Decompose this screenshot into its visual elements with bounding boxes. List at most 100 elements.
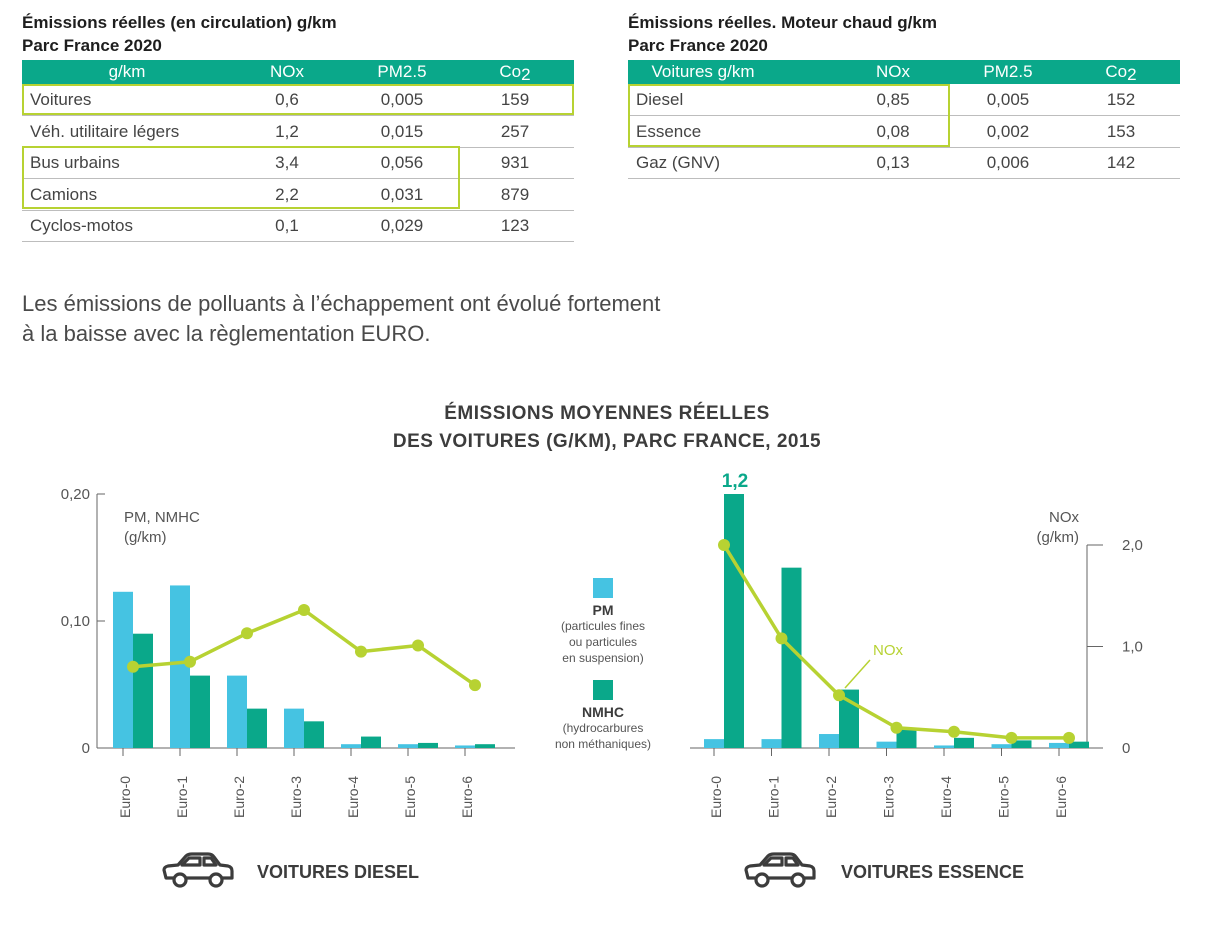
- bar-pm: [1049, 742, 1069, 748]
- legend-nmhc: NMHC (hydrocarbures non méthaniques): [536, 680, 670, 752]
- table-cell: 0,031: [380, 184, 424, 204]
- table-cell: 0,85: [876, 90, 910, 109]
- x-tick-label: Euro-1: [174, 776, 190, 818]
- table-cell: 2,2: [275, 184, 299, 204]
- legend-nmhc-desc: (hydrocarbures non méthaniques): [536, 720, 670, 752]
- table-header-cell: PM2.5: [983, 62, 1033, 81]
- table-cell: 0,002: [986, 121, 1030, 141]
- table-cell: 0,029: [380, 216, 424, 235]
- nox-point: [469, 679, 481, 692]
- table-cell: 153: [1106, 121, 1136, 141]
- lead-text-line1: Les émissions de polluants à l’échappeme…: [22, 291, 661, 316]
- table-cell: 142: [1106, 153, 1136, 172]
- table-cell: Camions: [30, 184, 98, 204]
- bar-nmhc: [304, 721, 324, 748]
- table-header: Voitures g/km NOx PM2.5 Co2: [628, 60, 1180, 84]
- legend-nmhc-desc-1: (hydrocarbures: [562, 721, 644, 735]
- x-tick-label: Euro-4: [345, 776, 361, 818]
- table-cell: 879: [500, 184, 530, 204]
- x-tick-label: Euro-2: [823, 776, 839, 818]
- table-cell: Bus urbains: [30, 153, 120, 172]
- x-tick-label: Euro-5: [996, 776, 1012, 818]
- table-cell: Voitures: [30, 90, 92, 109]
- table-header-cell: Voitures g/km: [651, 62, 755, 81]
- y-tick-label-right: 2,0: [1122, 537, 1143, 554]
- bar-pm: [227, 675, 247, 748]
- y-axis-title-left: (g/km): [124, 529, 167, 546]
- table-cell: Cyclos-motos: [30, 216, 133, 235]
- nox-point: [241, 627, 253, 640]
- bar-nmhc: [896, 727, 917, 748]
- legend-pm-desc-3: en suspension): [562, 651, 644, 665]
- y-tick-label-right: 1,0: [1122, 639, 1143, 656]
- highlight-box: [22, 146, 460, 209]
- x-tick-label: Euro-4: [938, 776, 954, 818]
- table-header-cell: PM2.5: [377, 62, 427, 81]
- bar-pm: [113, 591, 133, 748]
- lead-text: Les émissions de polluants à l’échappeme…: [22, 289, 660, 349]
- nox-point: [355, 645, 367, 658]
- table-row: Cyclos-motos 0,1 0,029 123: [22, 210, 574, 242]
- table-left-title-line2: Parc France 2020: [22, 36, 162, 55]
- table-row: Essence 0,08 0,002 153: [628, 116, 1180, 148]
- table-cell: 3,4: [275, 153, 299, 172]
- table-row: Bus urbains 3,4 0,056 931: [22, 147, 574, 179]
- y-tick-label-left: 0,10: [61, 613, 90, 630]
- x-tick-label: Euro-0: [117, 776, 133, 818]
- bar-nmhc: [724, 494, 744, 748]
- footer-essence-label: VOITURES ESSENCE: [841, 862, 1025, 882]
- bar-value-label: 1,2: [722, 471, 748, 492]
- table-cell: 0,08: [876, 121, 910, 141]
- bar-pm: [819, 734, 839, 748]
- x-tick-label: Euro-6: [1053, 776, 1069, 818]
- table-right-title: Émissions réelles. Moteur chaud g/km Par…: [628, 11, 937, 57]
- bar-nmhc: [247, 708, 267, 748]
- table-cell: Diesel: [636, 90, 684, 109]
- x-tick-label: Euro-2: [231, 776, 247, 818]
- bar-pm: [876, 741, 897, 748]
- bar-nmhc: [1069, 741, 1089, 748]
- nox-line-label: NOx: [873, 642, 904, 659]
- bar-pm: [341, 744, 361, 748]
- table-right-title-line1: Émissions réelles. Moteur chaud g/km: [628, 13, 937, 32]
- bar-pm: [991, 744, 1012, 748]
- table-cell: 0,1: [275, 216, 299, 235]
- bar-nmhc: [190, 675, 210, 748]
- x-tick-label: Euro-3: [881, 776, 897, 818]
- table-cell: 0,005: [380, 90, 424, 109]
- table-cell: 0,6: [275, 90, 299, 109]
- table-left-title: Émissions réelles (en circulation) g/km …: [22, 11, 337, 57]
- x-tick-label: Euro-5: [402, 776, 418, 818]
- table-header-cell: Co2: [499, 62, 531, 84]
- bar-nmhc: [475, 744, 495, 748]
- table-header-cell: g/km: [108, 62, 146, 81]
- table-header: g/km NOx PM2.5 Co2: [22, 60, 574, 84]
- bar-pm: [934, 745, 954, 748]
- chart-title: ÉMISSIONS MOYENNES RÉELLES DES VOITURES …: [300, 400, 914, 456]
- table-cell: 0,015: [380, 121, 424, 141]
- table-header-cell: NOx: [876, 62, 910, 81]
- legend-pm-swatch: [593, 578, 613, 598]
- x-tick-label: Euro-3: [288, 776, 304, 818]
- footer-diesel-label: VOITURES DIESEL: [257, 862, 420, 882]
- table-cell: 0,006: [986, 153, 1030, 172]
- y-axis-title-right: NOx: [1049, 509, 1080, 526]
- table-cell: 152: [1106, 90, 1136, 109]
- bar-pm: [455, 745, 475, 748]
- chart-title-line2: DES VOITURES (G/KM), PARC FRANCE, 2015: [392, 431, 822, 452]
- car-icon: [744, 852, 816, 888]
- table-row: Véh. utilitaire légers 1,2 0,015 257: [22, 116, 574, 148]
- legend-pm: PM (particules fines ou particules en su…: [540, 578, 666, 666]
- table-row: Voitures 0,6 0,005 159: [22, 84, 574, 116]
- y-tick-label-left: 0: [82, 740, 90, 757]
- nox-point: [184, 655, 196, 668]
- nox-point: [1005, 731, 1018, 744]
- bar-pm: [398, 744, 418, 748]
- chart-title-line1: ÉMISSIONS MOYENNES RÉELLES: [444, 403, 770, 424]
- table-cell: 257: [500, 121, 530, 141]
- table-cell: 123: [500, 216, 530, 235]
- subscript: 2: [521, 65, 531, 84]
- nox-point: [1063, 731, 1075, 744]
- nox-label-leader: [844, 659, 871, 689]
- x-tick-label: Euro-6: [459, 776, 475, 818]
